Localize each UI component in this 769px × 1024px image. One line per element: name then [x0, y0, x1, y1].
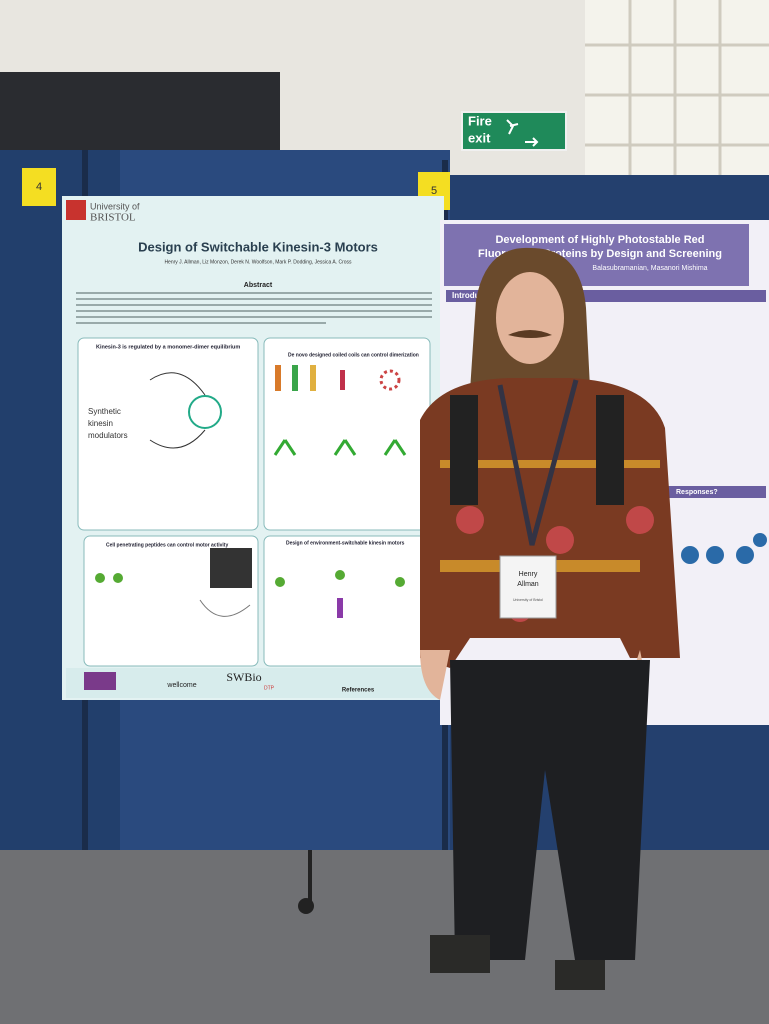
badge: [499, 555, 557, 619]
badge-affiliation: University of Bristol: [513, 598, 543, 602]
diagram-label: Synthetic: [88, 407, 121, 416]
wheel: [298, 898, 314, 914]
references-heading: References: [342, 688, 375, 694]
logo-text: DTP: [264, 685, 275, 691]
authors: Balasubramanian, Masanori Mishima: [592, 265, 707, 272]
panel-figures: [95, 548, 405, 618]
diagram-arrow: [149, 372, 206, 449]
diagram-label: modulators: [88, 431, 128, 440]
logo-text: SWBio: [226, 670, 261, 684]
carpet: [0, 850, 769, 1024]
diagram-icon: [188, 395, 222, 429]
coil-figures: [273, 365, 407, 456]
poster-title: Design of Switchable Kinesin-3 Motors: [138, 239, 378, 254]
university: BRISTOL: [90, 212, 136, 224]
sign-text: Fire: [468, 113, 492, 128]
logo-text: wellcome: [166, 682, 196, 689]
university: University of: [90, 201, 140, 211]
panel: [263, 337, 431, 531]
section-heading: Cell penetrating peptides can control mo…: [106, 542, 228, 548]
window: [585, 0, 769, 175]
panel: [263, 535, 431, 667]
fire-exit-sign: [461, 111, 567, 151]
board-number: 4: [36, 181, 42, 193]
footer: [66, 668, 440, 698]
logo: [84, 672, 116, 690]
badge-name: Allman: [517, 581, 539, 588]
section-heading: Design of environment-switchable kinesin…: [286, 540, 405, 546]
diagram-label: kinesin: [88, 419, 113, 428]
section-heading: Kinesin-3 is regulated by a monomer-dime…: [96, 344, 240, 350]
logo-crest: [66, 200, 86, 220]
section-heading: Introduction: [452, 291, 499, 300]
screen: [0, 72, 280, 162]
sign-text: exit: [468, 130, 491, 145]
abstract-heading: Abstract: [244, 282, 273, 289]
badge-name: Henry: [519, 571, 538, 578]
plate-wells: [681, 533, 767, 564]
abstract-lines: [76, 292, 432, 324]
exit-icon: [506, 119, 539, 147]
section-bar: [640, 486, 766, 498]
poster-title: Development of Highly Photostable Red: [495, 234, 704, 246]
person: [420, 247, 680, 990]
number-tag: [22, 168, 56, 206]
board-number: 5: [431, 185, 437, 197]
panel: [77, 337, 259, 531]
section-heading: Responses?: [676, 489, 718, 496]
section-heading: De novo designed coiled coils can contro…: [288, 352, 419, 358]
window-grid: [585, 0, 769, 175]
authors: Henry J. Allman, Liz Monzon, Derek N. Wo…: [164, 259, 352, 265]
